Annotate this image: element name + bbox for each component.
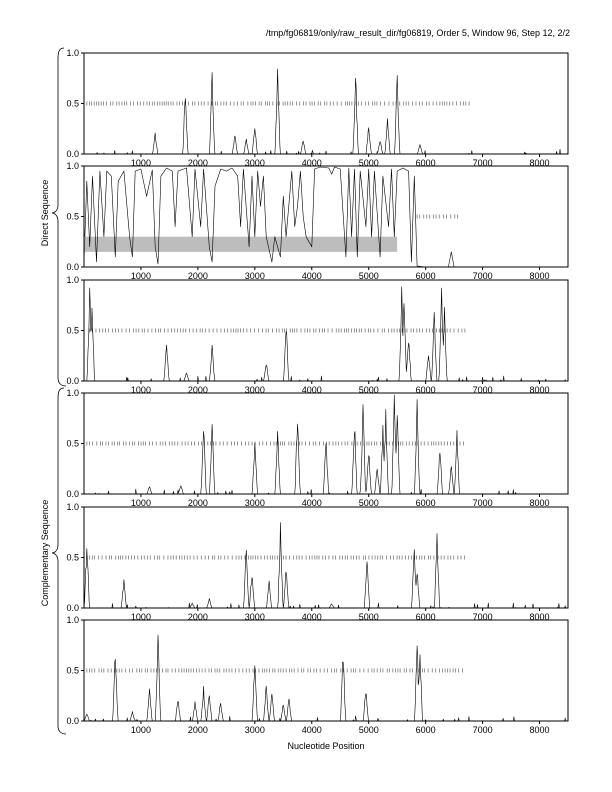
x-tick-label: 2000 — [188, 612, 208, 622]
y-tick-label: 0.5 — [66, 553, 79, 563]
y-tick-label: 1.0 — [66, 615, 79, 625]
sequence-trace — [83, 522, 568, 609]
x-tick-label: 7000 — [473, 498, 493, 508]
x-tick-label: 3000 — [245, 498, 265, 508]
y-tick-label: 1.0 — [66, 48, 79, 58]
y-tick-label: 0.5 — [66, 439, 79, 449]
x-tick-label: 7000 — [473, 725, 493, 735]
x-tick-label: 7000 — [473, 612, 493, 622]
x-tick-label: 6000 — [416, 498, 436, 508]
x-tick-label: 6000 — [416, 158, 436, 168]
x-tick-label: 3000 — [245, 158, 265, 168]
x-tick-label: 2000 — [188, 498, 208, 508]
x-tick-label: 1000 — [131, 612, 151, 622]
panel-3: 0.0 0.5 1.0 1000 2000 3000 4000 5000 6000 7000 800… — [66, 275, 569, 395]
x-tick-label: 4000 — [302, 612, 322, 622]
x-tick-label: 4000 — [302, 158, 322, 168]
x-tick-label: 5000 — [359, 271, 379, 281]
x-tick-label: 1000 — [131, 725, 151, 735]
x-tick-label: 8000 — [530, 612, 550, 622]
x-tick-label: 8000 — [530, 385, 550, 395]
x-tick-label: 6000 — [416, 725, 436, 735]
x-tick-label: 6000 — [416, 385, 436, 395]
panel-5: 0.0 0.5 1.0 1000 2000 3000 4000 5000 6000 7000 800… — [66, 502, 569, 622]
x-tick-label: 1000 — [131, 498, 151, 508]
group-label-direct: Direct Sequence — [40, 180, 50, 247]
y-tick-label: 0.0 — [66, 262, 79, 272]
x-tick-label: 8000 — [530, 725, 550, 735]
x-tick-label: 8000 — [530, 158, 550, 168]
x-tick-label: 7000 — [473, 158, 493, 168]
y-tick-label: 0.5 — [66, 99, 79, 109]
x-tick-label: 2000 — [188, 385, 208, 395]
x-tick-label: 3000 — [245, 385, 265, 395]
half-level-marks — [86, 441, 464, 446]
group-label-complementary: Complementary Sequence — [40, 500, 50, 607]
x-tick-label: 1000 — [131, 158, 151, 168]
x-tick-label: 4000 — [302, 725, 322, 735]
y-tick-label: 0.5 — [66, 212, 79, 222]
direct-sequence-brace — [51, 47, 67, 387]
x-tick-label: 4000 — [302, 271, 322, 281]
sequence-trace — [84, 394, 568, 495]
sequence-trace — [84, 286, 568, 382]
y-tick-label: 0.5 — [66, 666, 79, 676]
y-tick-label: 0.0 — [66, 376, 79, 386]
y-tick-label: 0.0 — [66, 149, 79, 159]
half-level-marks — [86, 668, 463, 673]
x-tick-label: 6000 — [416, 612, 436, 622]
panel-6: 0.0 0.5 1.0 1000 2000 3000 4000 5000 6000 7000 800… — [66, 615, 569, 735]
y-tick-label: 1.0 — [66, 161, 79, 171]
plot-frame — [83, 165, 569, 268]
half-level-marks — [89, 328, 466, 333]
x-tick-label: 8000 — [530, 271, 550, 281]
sequence-trace — [83, 634, 568, 722]
y-tick-label: 0.0 — [66, 716, 79, 726]
panel-1: 0.0 0.5 1.0 1000 2000 3000 4000 5000 6000 7000 800… — [66, 48, 569, 168]
page-title: /tmp/fg06819/only/raw_result_dir/fg06819… — [266, 28, 570, 38]
y-tick-label: 1.0 — [66, 388, 79, 398]
y-tick-label: 1.0 — [66, 502, 79, 512]
sequence-trace — [84, 68, 569, 155]
y-tick-label: 0.5 — [66, 326, 79, 336]
x-tick-label: 3000 — [245, 612, 265, 622]
shaded-band — [84, 236, 398, 252]
plot-frame — [83, 506, 569, 609]
x-tick-label: 7000 — [473, 271, 493, 281]
y-tick-label: 0.0 — [66, 603, 79, 613]
x-tick-label: 2000 — [188, 271, 208, 281]
x-tick-label: 2000 — [188, 158, 208, 168]
x-tick-label: 2000 — [188, 725, 208, 735]
plot-frame — [83, 52, 569, 155]
x-axis-title: Nucleotide Position — [287, 741, 364, 751]
half-level-marks — [416, 214, 459, 219]
panel-2: 0.0 0.5 1.0 1000 2000 3000 4000 5000 6000 7000 800… — [66, 161, 569, 281]
complementary-sequence-brace — [51, 387, 67, 735]
x-tick-label: 5000 — [359, 385, 379, 395]
x-tick-label: 1000 — [131, 271, 151, 281]
plot-frame — [83, 279, 569, 382]
y-tick-label: 0.0 — [66, 489, 79, 499]
x-tick-label: 4000 — [302, 498, 322, 508]
x-tick-label: 1000 — [131, 385, 151, 395]
x-tick-label: 3000 — [245, 725, 265, 735]
x-tick-label: 5000 — [359, 498, 379, 508]
x-tick-label: 5000 — [359, 725, 379, 735]
half-level-marks — [86, 101, 470, 106]
panels: 0.0 0.5 1.0 1000 2000 3000 4000 5000 6000 7000 800… — [66, 48, 569, 735]
x-tick-label: 5000 — [359, 158, 379, 168]
half-level-marks — [86, 555, 465, 560]
panel-4: 0.0 0.5 1.0 1000 2000 3000 4000 5000 6000 7000 800… — [66, 388, 569, 508]
x-tick-label: 8000 — [530, 498, 550, 508]
x-tick-label: 3000 — [245, 271, 265, 281]
x-tick-label: 4000 — [302, 385, 322, 395]
x-tick-label: 5000 — [359, 612, 379, 622]
x-tick-label: 7000 — [473, 385, 493, 395]
x-tick-label: 6000 — [416, 271, 436, 281]
y-tick-label: 1.0 — [66, 275, 79, 285]
sequence-trace — [83, 166, 568, 268]
